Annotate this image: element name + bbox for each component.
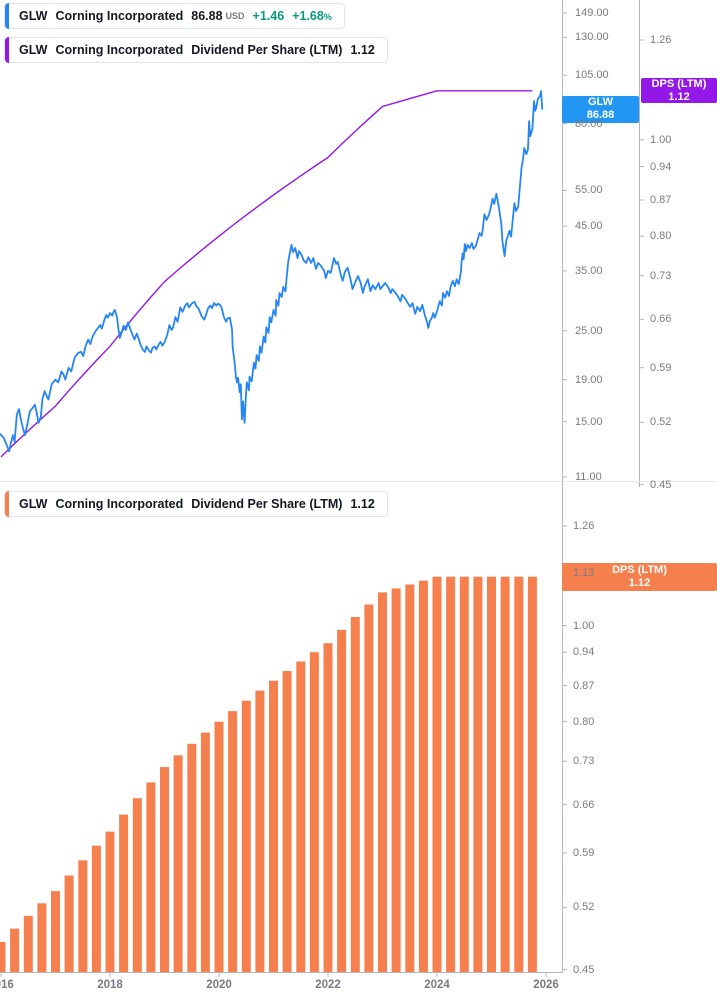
- dps-bar[interactable]: [296, 661, 306, 973]
- dps-bar[interactable]: [119, 814, 129, 972]
- dps-bar[interactable]: [282, 671, 292, 972]
- dps-bar[interactable]: [187, 743, 197, 972]
- legend-price-change: +1.46: [252, 9, 285, 23]
- legend-price-row[interactable]: GLW Corning Incorporated 86.88 USD +1.46…: [4, 3, 345, 29]
- dps-bar[interactable]: [337, 629, 347, 972]
- legend-dps-bottom-metric: Dividend Per Share (LTM): [191, 497, 343, 511]
- dps-bar[interactable]: [418, 580, 428, 972]
- dps-bar[interactable]: [214, 721, 224, 972]
- legend-dps-row-top[interactable]: GLW Corning Incorporated Dividend Per Sh…: [4, 37, 388, 63]
- badge-dps-top-label: DPS (LTM): [651, 77, 707, 90]
- legend-price-value: 86.88: [191, 9, 223, 23]
- dps-bar[interactable]: [432, 576, 442, 972]
- badge-dps-top-value: 1.12: [668, 90, 690, 103]
- dps-bar[interactable]: [23, 915, 33, 972]
- legend-dps-top-name: Corning Incorporated: [55, 43, 184, 57]
- dps-bar[interactable]: [364, 604, 374, 973]
- price-line-series[interactable]: [0, 90, 544, 453]
- legend-dps-top-symbol: GLW: [19, 43, 48, 57]
- legend-dps-top-value: 1.12: [350, 43, 375, 57]
- dps-bar[interactable]: [255, 690, 265, 972]
- dps-bar[interactable]: [446, 576, 456, 972]
- dps-bar[interactable]: [350, 617, 360, 972]
- price-series-color-chip: [5, 3, 9, 29]
- dps-bar[interactable]: [487, 576, 496, 972]
- dps-axis-badge-top: DPS (LTM) 1.12: [641, 77, 717, 104]
- badge-dps-bottom-value: 1.12: [628, 576, 651, 589]
- dps-bar[interactable]: [37, 903, 47, 972]
- dps-bar[interactable]: [78, 860, 88, 972]
- legend-dps-top-metric: Dividend Per Share (LTM): [191, 43, 343, 57]
- dps-bar[interactable]: [160, 767, 169, 972]
- dps-bar[interactable]: [527, 576, 537, 972]
- dps-bar[interactable]: [64, 875, 74, 973]
- dps-bar-series[interactable]: [0, 576, 537, 973]
- dps-bar[interactable]: [241, 700, 251, 972]
- dps-bar[interactable]: [391, 588, 401, 972]
- badge-glw-symbol: GLW: [587, 96, 614, 108]
- legend-price-name: Corning Incorporated: [55, 9, 184, 23]
- dps-series-color-chip-bottom: [5, 491, 9, 517]
- dps-line-series[interactable]: [0, 90, 533, 458]
- legend-price-currency: USD: [225, 11, 245, 21]
- price-axis-badge-glw: GLW 86.88: [562, 95, 639, 123]
- badge-dps-bottom-label: DPS (LTM): [612, 563, 667, 576]
- dps-bar[interactable]: [51, 891, 60, 972]
- dps-bar[interactable]: [200, 732, 210, 972]
- badge-glw-price: 86.88: [586, 109, 615, 121]
- dps-bar[interactable]: [105, 831, 115, 972]
- dps-bar[interactable]: [405, 584, 415, 973]
- dps-bar[interactable]: [228, 711, 238, 972]
- dps-axis-badge-bottom: DPS (LTM) 1.12: [562, 562, 717, 591]
- dps-bar[interactable]: [91, 845, 101, 972]
- dps-bar[interactable]: [132, 798, 142, 972]
- dps-bar[interactable]: [514, 576, 524, 972]
- dps-bar[interactable]: [309, 652, 319, 972]
- dps-bar[interactable]: [10, 928, 20, 972]
- dps-bar[interactable]: [473, 576, 483, 972]
- dps-bar[interactable]: [500, 576, 510, 972]
- dps-bar[interactable]: [323, 643, 333, 972]
- dps-bar[interactable]: [173, 755, 183, 972]
- legend-dps-row-bottom[interactable]: GLW Corning Incorporated Dividend Per Sh…: [4, 491, 388, 517]
- legend-dps-bottom-symbol: GLW: [19, 497, 48, 511]
- legend-dps-bottom-name: Corning Incorporated: [55, 497, 184, 511]
- dps-bar[interactable]: [269, 680, 278, 972]
- legend-price-symbol: GLW: [19, 9, 48, 23]
- dps-series-color-chip-top: [5, 37, 9, 63]
- dps-bar[interactable]: [378, 592, 387, 972]
- dps-bar[interactable]: [459, 576, 469, 972]
- legend-dps-bottom-value: 1.12: [350, 497, 375, 511]
- dps-bar[interactable]: [146, 782, 156, 972]
- dps-bar[interactable]: [0, 941, 6, 972]
- legend-price-change-pct: +1.68%: [292, 9, 332, 23]
